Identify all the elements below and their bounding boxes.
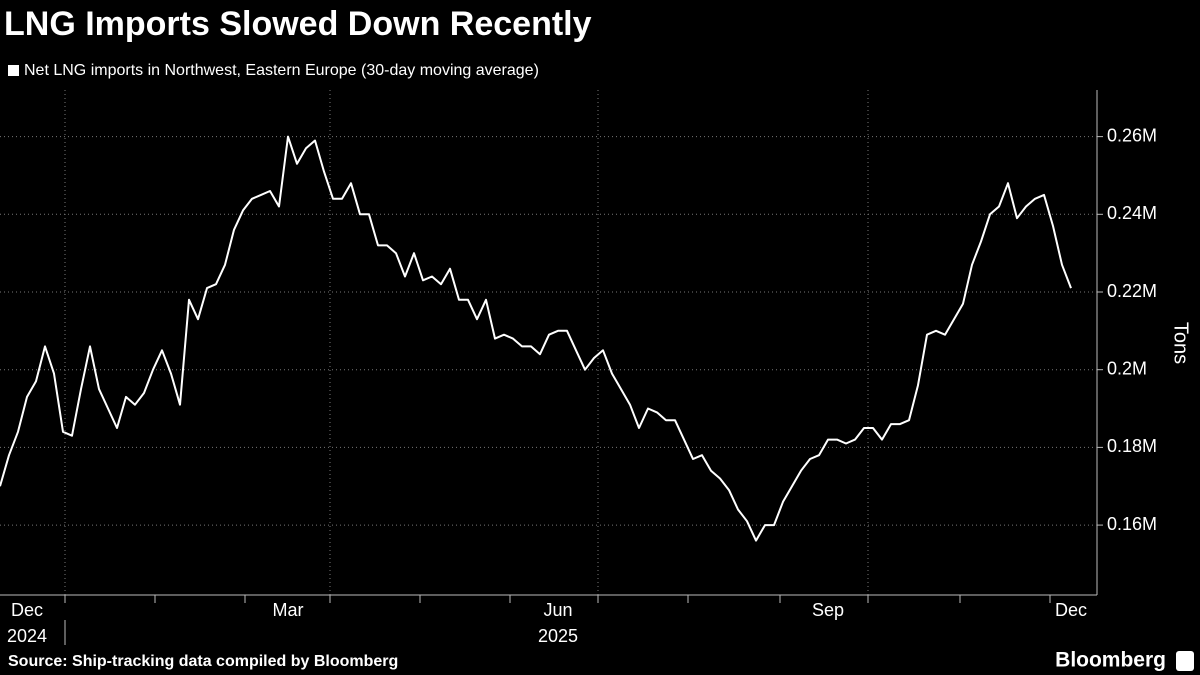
y-tick-label: 0.22M (1107, 281, 1157, 301)
y-tick-label: 0.16M (1107, 514, 1157, 534)
y-tick-label: 0.18M (1107, 436, 1157, 456)
legend-swatch (8, 65, 19, 76)
x-tick-label: Dec 2024 (7, 600, 47, 646)
y-tick-label: 0.24M (1107, 203, 1157, 223)
source-note: Source: Ship-tracking data compiled by B… (8, 653, 398, 670)
y-tick-label: 0.2M (1107, 358, 1147, 378)
x-tick-label: Jun 2025 (538, 600, 578, 646)
x-tick-label: Dec (1055, 600, 1087, 620)
x-tick-label: Mar (273, 600, 304, 620)
chart-title: LNG Imports Slowed Down Recently (4, 5, 592, 43)
x-tick-label: Sep (812, 600, 844, 620)
data-line (0, 135, 1072, 542)
y-tick-label: 0.26M (1107, 125, 1157, 145)
y-axis-label: Tons (1170, 322, 1192, 364)
brand: Bloomberg (1055, 649, 1166, 672)
brand-icon (1176, 651, 1194, 671)
legend-label: Net LNG imports in Northwest, Eastern Eu… (24, 62, 539, 79)
